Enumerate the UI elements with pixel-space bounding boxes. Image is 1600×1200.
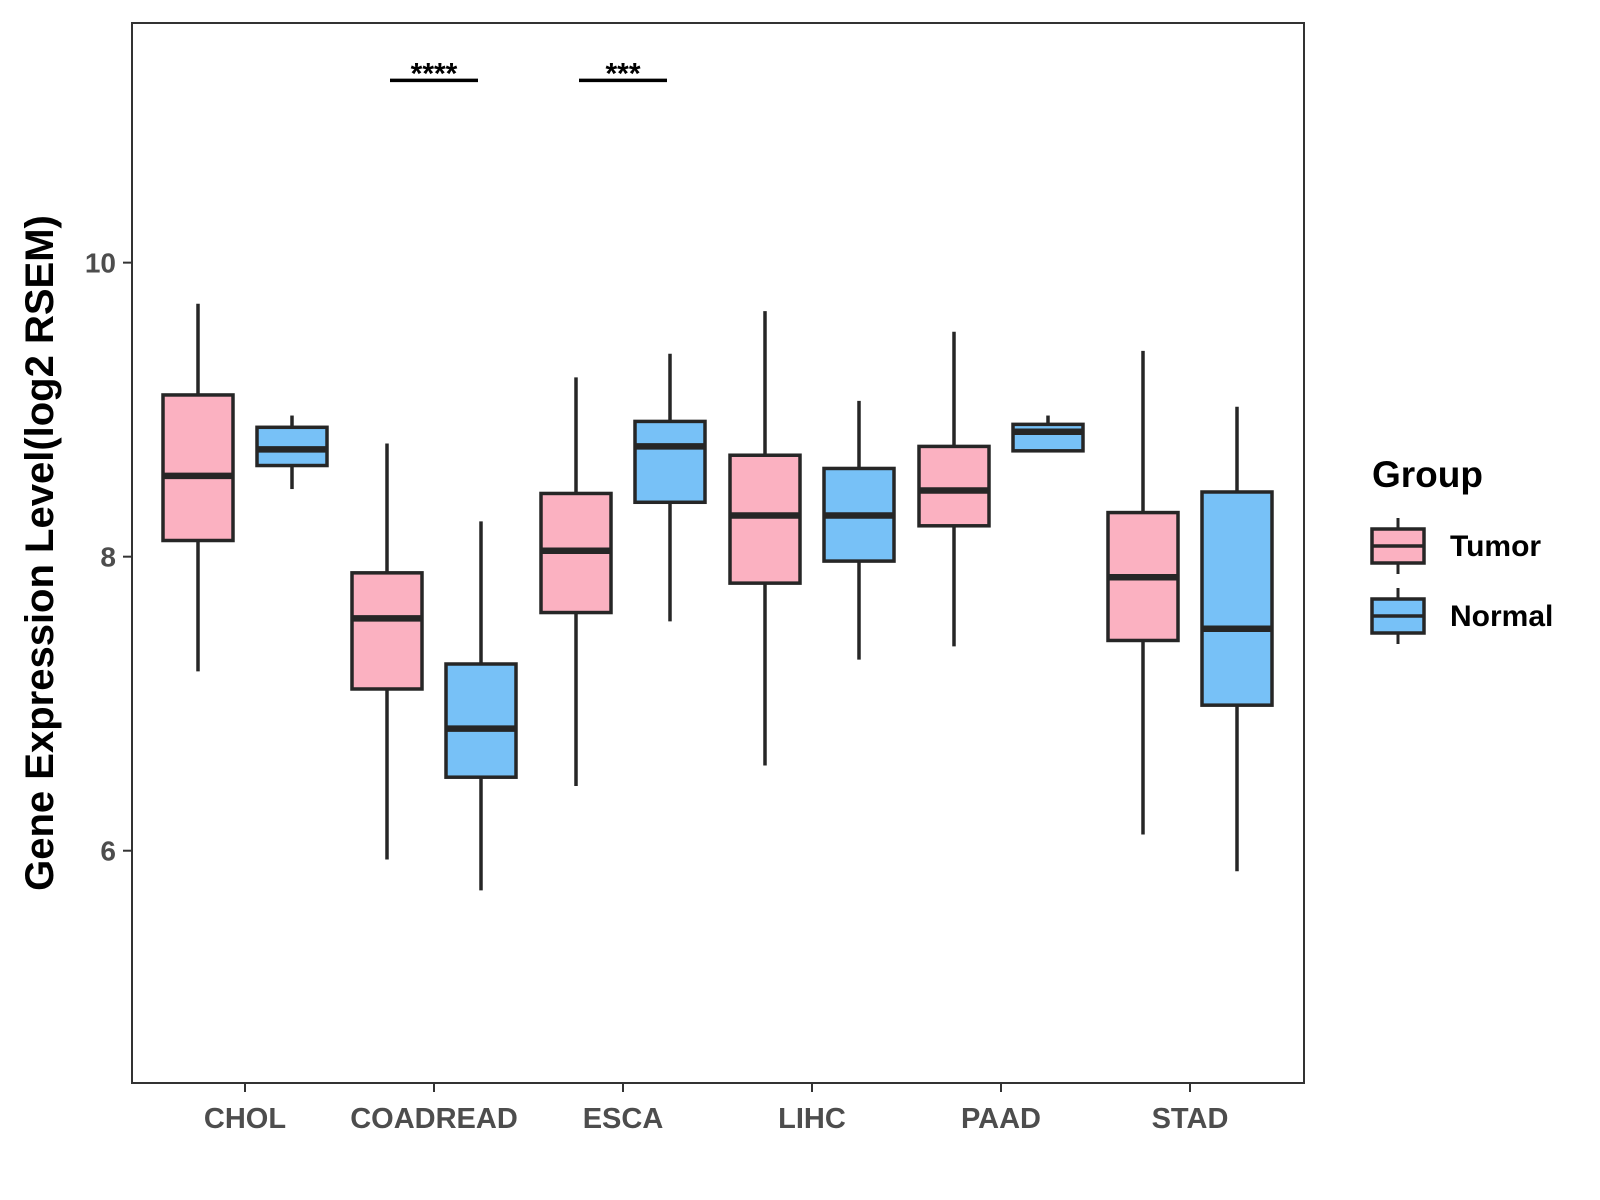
box-tumor-paad (917, 331, 991, 647)
box-tumor-lihc (728, 311, 802, 766)
significance-esca: *** (579, 57, 667, 90)
box-body (1200, 490, 1274, 707)
box-body (633, 419, 707, 505)
box-tumor-esca (539, 377, 613, 787)
x-tick-label-chol: CHOL (204, 1103, 286, 1135)
box-body (1011, 422, 1085, 453)
x-tick-label-lihc: LIHC (778, 1103, 846, 1135)
significance-label: **** (411, 57, 458, 90)
legend-label-normal: Normal (1450, 600, 1553, 633)
box-normal-esca (633, 353, 707, 622)
boxes-layer (161, 303, 1274, 891)
significance-label: *** (605, 57, 640, 90)
box-normal-paad (1011, 415, 1085, 453)
box-normal-lihc (822, 400, 896, 660)
legend-label-tumor: Tumor (1450, 530, 1541, 563)
box-body (917, 444, 991, 528)
x-axis: CHOL COADREAD ESCA LIHC PAAD STAD (204, 1083, 1228, 1135)
box-normal-stad (1200, 406, 1274, 872)
box-tumor-stad (1106, 350, 1180, 835)
legend-title: Group (1372, 454, 1483, 495)
box-tumor-coadread (350, 443, 424, 860)
box-body (444, 662, 518, 779)
box-tumor-chol (161, 303, 235, 672)
box-body (728, 453, 802, 585)
box-body (161, 393, 235, 543)
x-tick-label-esca: ESCA (583, 1103, 664, 1135)
x-tick-label-paad: PAAD (961, 1103, 1041, 1135)
y-tick-label-8: 8 (100, 542, 116, 573)
y-tick-label-6: 6 (100, 836, 116, 867)
y-axis: 6 8 10 (85, 248, 132, 867)
box-normal-chol (255, 415, 329, 490)
box-body (350, 571, 424, 691)
significance-coadread: **** (390, 57, 478, 90)
y-axis-title: Gene Expression Level(log2 RSEM) (18, 215, 62, 891)
x-tick-label-stad: STAD (1152, 1103, 1229, 1135)
legend-item-normal: Normal (1370, 588, 1553, 644)
box-normal-coadread (444, 521, 518, 891)
significance-annotations: **** *** (390, 57, 667, 90)
x-tick-label-coadread: COADREAD (350, 1103, 518, 1135)
legend: Group Tumor Normal (1370, 454, 1553, 644)
legend-item-tumor: Tumor (1370, 518, 1541, 574)
y-tick-label-10: 10 (85, 248, 116, 279)
